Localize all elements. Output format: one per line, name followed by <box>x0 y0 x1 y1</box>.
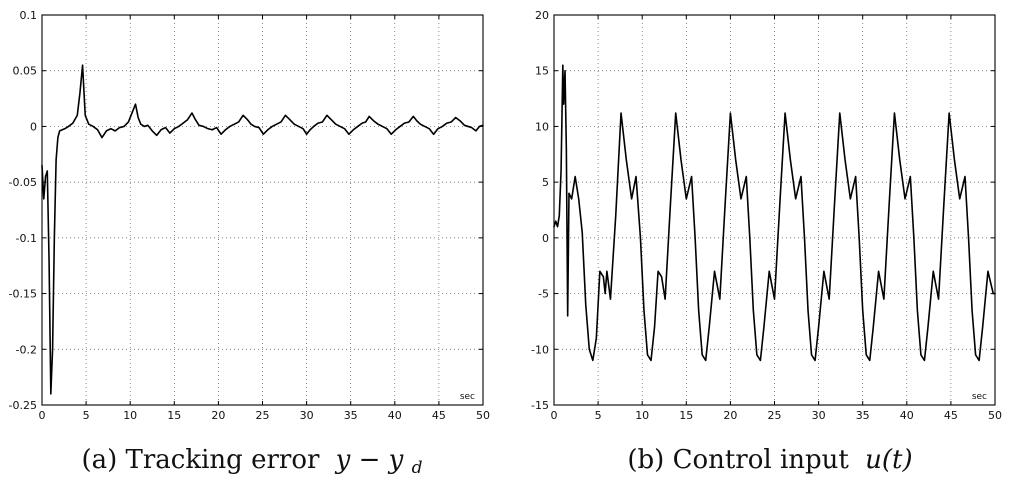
caption-b-label: (b) Control input <box>627 445 849 475</box>
tracking-error-xtick-label: 10 <box>123 409 137 422</box>
control-input-ytick-label: 10 <box>535 120 549 133</box>
caption-a: (a) Tracking error y − y d <box>81 445 422 477</box>
tracking-error-chart: 0 5 10 15 20 25 30 35 40 45 50 -0.25 -0.2 -0.15 -0.1 -0… <box>9 9 490 422</box>
control-input-xtick-label: 20 <box>723 409 737 422</box>
control-input-xtick-label: 40 <box>900 409 914 422</box>
tracking-error-unit-label: sec <box>460 392 475 402</box>
control-input-ytick-label: 0 <box>542 232 549 245</box>
tracking-error-xtick-label: 5 <box>83 409 90 422</box>
tracking-error-ytick-label: 0 <box>30 120 37 133</box>
tracking-error-ytick-label: -0.1 <box>16 232 37 245</box>
caption-a-subscript: d <box>412 458 423 477</box>
control-input-xtick-label: 25 <box>768 409 782 422</box>
caption-a-label: (a) Tracking error <box>81 445 320 475</box>
tracking-error-xtick-label: 35 <box>344 409 358 422</box>
tracking-error-plot-frame <box>41 14 484 406</box>
tracking-error-xtick-label: 25 <box>256 409 270 422</box>
control-input-ytick-label: -15 <box>531 399 549 412</box>
caption-b-math: u(t) <box>865 445 912 475</box>
control-input-ytick-label: 20 <box>535 9 549 22</box>
control-input-xtick-label: 35 <box>856 409 870 422</box>
control-input-plot-frame <box>553 14 996 406</box>
control-input-ytick-label: 15 <box>535 65 549 78</box>
tracking-error-series-line <box>41 64 484 395</box>
control-input-ytick-label: -5 <box>538 288 549 301</box>
caption-b: (b) Control input u(t) <box>627 445 912 475</box>
control-input-xtick-label: 50 <box>988 409 1002 422</box>
control-input-xtick-label: 15 <box>679 409 693 422</box>
tracking-error-xtick-label: 20 <box>211 409 225 422</box>
caption-a-math: y − y <box>335 445 404 475</box>
tracking-error-ytick-label: -0.05 <box>9 176 37 189</box>
control-input-xtick-label: 45 <box>944 409 958 422</box>
tracking-error-ytick-label: 0.1 <box>20 9 38 22</box>
control-input-series-line <box>553 64 996 362</box>
control-input-ytick-label: 5 <box>542 176 549 189</box>
tracking-error-xtick-label: 0 <box>39 409 46 422</box>
tracking-error-xtick-label: 40 <box>388 409 402 422</box>
tracking-error-xtick-label: 50 <box>476 409 490 422</box>
tracking-error-ytick-label: -0.2 <box>16 343 37 356</box>
control-input-xtick-label: 30 <box>812 409 826 422</box>
control-input-unit-label: sec <box>972 392 987 402</box>
tracking-error-ytick-label: -0.15 <box>9 288 37 301</box>
control-input-xtick-label: 0 <box>551 409 558 422</box>
control-input-chart: 0 5 10 15 20 25 30 35 40 45 50 -15 -10 -5 0 5 10 15 20 sec <box>531 9 1002 422</box>
tracking-error-ytick-label: -0.25 <box>9 399 37 412</box>
tracking-error-ytick-label: 0.05 <box>13 65 38 78</box>
tracking-error-xtick-label: 15 <box>167 409 181 422</box>
control-input-xtick-label: 10 <box>635 409 649 422</box>
tracking-error-xtick-label: 45 <box>432 409 446 422</box>
tracking-error-xtick-label: 30 <box>300 409 314 422</box>
control-input-xtick-label: 5 <box>595 409 602 422</box>
control-input-ytick-label: -10 <box>531 343 549 356</box>
